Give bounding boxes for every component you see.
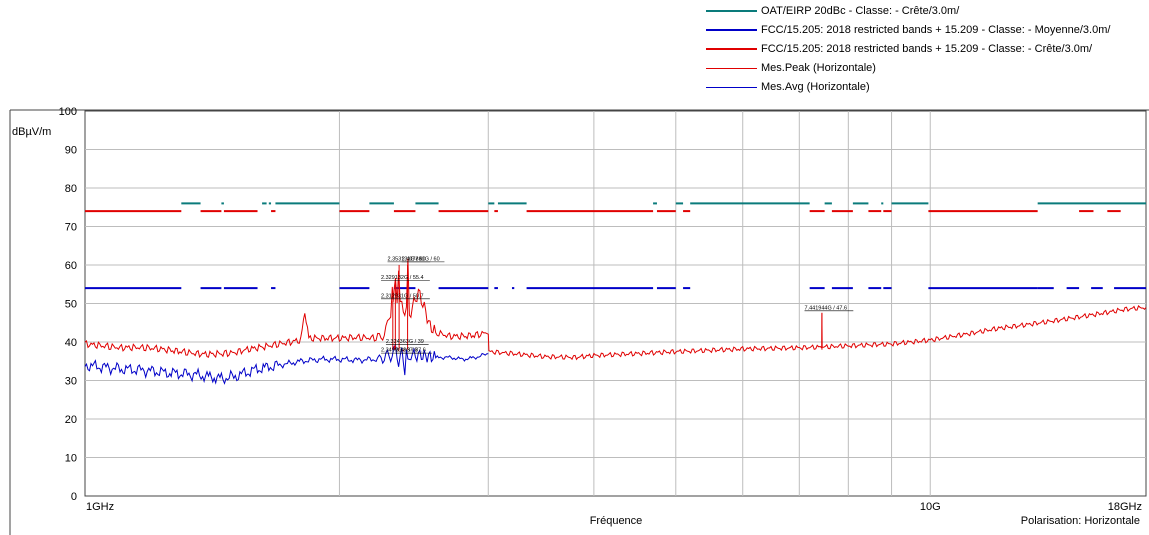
y-tick-label: 90 <box>65 145 77 157</box>
series-line-avg <box>84 344 489 385</box>
y-tick-label: 20 <box>65 414 77 426</box>
x-tick-label: 1GHz <box>86 501 114 513</box>
legend-label: FCC/15.205: 2018 restricted bands + 15.2… <box>761 24 1111 36</box>
polarisation-label: Polarisation: Horizontale <box>1021 515 1140 527</box>
y-tick-label: 40 <box>65 337 77 349</box>
y-tick-label: 0 <box>71 491 77 503</box>
y-tick-label: 50 <box>65 299 77 311</box>
marker-annotations: 2.353131G / 602.407881G / 60 2.329132G / … <box>381 256 854 354</box>
marker-label: 2.312931G / 50.7 <box>381 293 424 299</box>
marker-label: 2.38G / 37.6 <box>396 348 426 354</box>
y-tick-label: 70 <box>65 222 77 234</box>
y-tick-label: 30 <box>65 376 77 388</box>
legend-label: Mes.Peak (Horizontale) <box>761 62 876 74</box>
marker-label: 2.324363G / 39 <box>386 339 424 345</box>
measurement-series <box>84 258 1147 385</box>
legend-swatch <box>706 87 757 88</box>
y-tick-labels: 0 10 20 30 40 50 60 70 80 90 100 <box>59 106 77 503</box>
marker-label: 7.441944G / 47.6 <box>805 305 848 311</box>
y-axis-label: dBµV/m <box>12 126 51 138</box>
y-tick-label: 60 <box>65 260 77 272</box>
y-tick-label: 100 <box>59 106 77 118</box>
grid <box>85 111 1146 496</box>
x-tick-label: 18GHz <box>1108 501 1142 513</box>
y-tick-label: 10 <box>65 453 77 465</box>
legend-label: FCC/15.205: 2018 restricted bands + 15.2… <box>761 43 1093 55</box>
legend-swatch <box>706 10 757 12</box>
x-axis-label: Fréquence <box>590 515 643 527</box>
legend-label: OAT/EIRP 20dBc - Classe: - Crête/3.0m/ <box>761 5 960 17</box>
series-line-peak <box>84 258 1147 361</box>
legend-label: Mes.Avg (Horizontale) <box>761 81 870 93</box>
x-tick-labels: 1GHz 10G 18GHz <box>86 501 1142 513</box>
limit-lines <box>85 202 1146 290</box>
marker-label: 2.3499G / 37.6 <box>381 348 417 354</box>
marker-label: 2.329132G / 55.4 <box>381 275 424 281</box>
x-tick-label: 10G <box>920 501 941 513</box>
legend-swatch <box>706 29 757 31</box>
marker-label: 2.407881G / 60 <box>402 256 440 262</box>
marker-label: 2.353131G / 60 <box>388 256 426 262</box>
y-tick-label: 80 <box>65 183 77 195</box>
legend-swatch <box>706 68 757 69</box>
legend-swatch <box>706 48 757 50</box>
